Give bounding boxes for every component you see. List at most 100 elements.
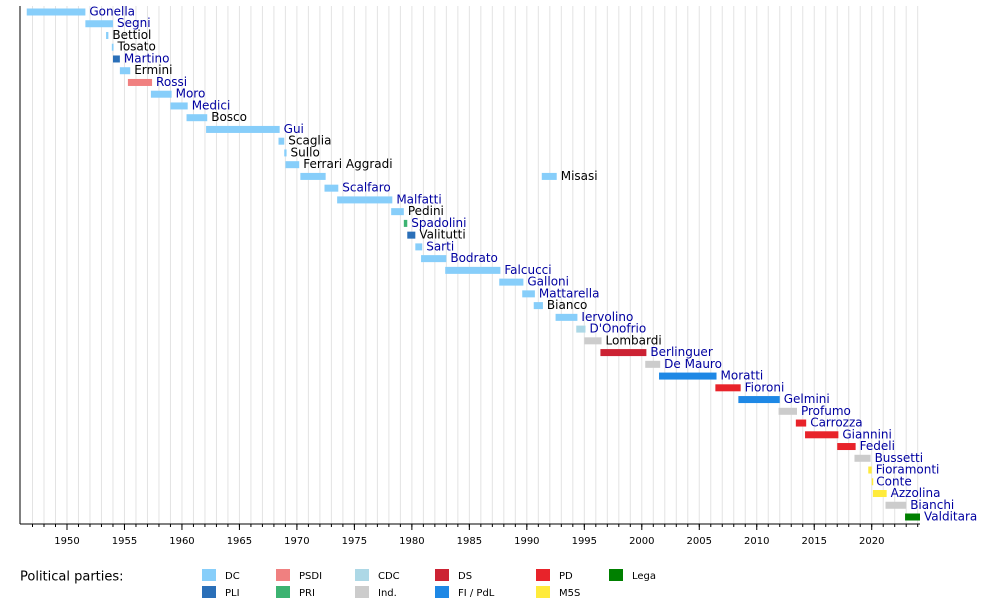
tenure-bar (407, 231, 416, 239)
tenure-bar (541, 172, 557, 180)
x-tick-label: 1960 (169, 536, 194, 547)
legend-label: CDC (378, 571, 400, 582)
tenure-bar (285, 161, 300, 169)
minister-label: Pedini (408, 204, 444, 218)
tenure-bar (555, 313, 578, 321)
minister-label: Valditara (924, 510, 977, 524)
x-tick-label: 1980 (399, 536, 424, 547)
minister-label: Scaglia (288, 134, 331, 148)
tenure-bar (150, 90, 172, 98)
minister-label: Bodrato (450, 251, 498, 265)
x-tick-label: 2015 (802, 536, 827, 547)
x-tick-label: 1955 (112, 536, 137, 547)
tenure-bar (584, 337, 602, 345)
tenure-bar (284, 149, 287, 157)
minister-label: Segni (117, 16, 151, 30)
minister-label: Mattarella (539, 286, 600, 300)
tenure-bar (186, 114, 208, 122)
minister-label: Valitutti (419, 228, 465, 242)
legend-swatch (276, 569, 290, 581)
legend-label: DC (225, 571, 240, 582)
tenure-bar (854, 454, 871, 462)
tenure-bar (127, 78, 153, 86)
minister-label: Carrozza (810, 416, 862, 430)
tenure-bar (421, 255, 447, 263)
minister-label: De Mauro (664, 357, 722, 371)
tenure-bar (805, 431, 839, 439)
minister-label: Tosato (117, 40, 156, 54)
tenure-bar (837, 443, 856, 451)
tenure-bar (300, 172, 326, 180)
tenure-bar (905, 513, 920, 521)
x-tick-label: 1950 (54, 536, 79, 547)
minister-label: Moro (176, 87, 206, 101)
minister-label: Lombardi (606, 333, 662, 347)
minister-label: Spadolini (411, 216, 466, 230)
legend-label: PRI (299, 588, 315, 599)
minister-label: Gelmini (784, 392, 830, 406)
x-tick-label: 2020 (859, 536, 884, 547)
minister-label: Malfatti (396, 192, 441, 206)
legend-title: Political parties: (20, 570, 124, 585)
tenure-bar (106, 31, 109, 39)
minister-label: Fioramonti (876, 463, 940, 477)
legend-swatch (276, 586, 290, 598)
legend-swatch (536, 586, 550, 598)
legend-label: PD (559, 571, 573, 582)
x-tick-label: 2005 (687, 536, 712, 547)
tenure-bar (445, 266, 501, 274)
minister-label: Scalfaro (342, 181, 391, 195)
tenure-bar (119, 67, 131, 75)
legend-swatch (435, 569, 449, 581)
x-tick-label: 1970 (284, 536, 309, 547)
legend-label: PSDI (299, 571, 322, 582)
tenure-bar (415, 243, 423, 251)
tenure-bar (872, 490, 887, 498)
tenure-bar (885, 501, 907, 509)
tenure-bar (26, 8, 86, 16)
minister-label: Moratti (721, 369, 764, 383)
minister-label: Medici (192, 98, 231, 112)
minister-label: Gonella (89, 5, 135, 19)
legend-swatch (202, 586, 216, 598)
x-tick-label: 1965 (227, 536, 252, 547)
tenure-bar (403, 219, 408, 227)
tenure-bar (111, 43, 114, 51)
legend-label: FI / PdL (458, 588, 495, 599)
minister-label: Fedeli (860, 439, 895, 453)
minister-label: Ermini (134, 63, 172, 77)
minister-label: Falcucci (504, 263, 551, 277)
tenure-bar (868, 466, 872, 474)
minister-label: Rossi (156, 75, 187, 89)
minister-label: Bianco (547, 298, 587, 312)
tenure-bar (600, 349, 647, 357)
legend-label: PLI (225, 588, 240, 599)
tenure-bar (391, 208, 404, 216)
tenure-bar (499, 278, 524, 286)
minister-label: Bosco (211, 110, 247, 124)
tenure-bar (206, 125, 280, 133)
legend-label: Lega (632, 571, 656, 582)
minister-label: Iervolino (581, 310, 633, 324)
minister-label: Berlinguer (650, 345, 712, 359)
legend-swatch (536, 569, 550, 581)
x-tick-label: 1990 (514, 536, 539, 547)
minister-label: Azzolina (891, 486, 941, 500)
minister-label: Fioroni (745, 380, 785, 394)
minister-label: Sarti (426, 239, 454, 253)
minister-label: Sullo (291, 145, 320, 159)
tenure-bar (337, 196, 393, 204)
tenure-bar (522, 290, 535, 298)
legend-swatch (355, 569, 369, 581)
tenure-bar (278, 137, 285, 145)
tenure-bar (533, 302, 543, 310)
minister-label: Conte (876, 474, 911, 488)
minister-label: Bussetti (875, 451, 923, 465)
tenure-bar (659, 372, 717, 380)
legend-swatch (435, 586, 449, 598)
minister-label: Bettiol (112, 28, 151, 42)
minister-label: Gui (284, 122, 304, 136)
legend-label: M5S (559, 588, 580, 599)
minister-label: Misasi (561, 169, 598, 183)
